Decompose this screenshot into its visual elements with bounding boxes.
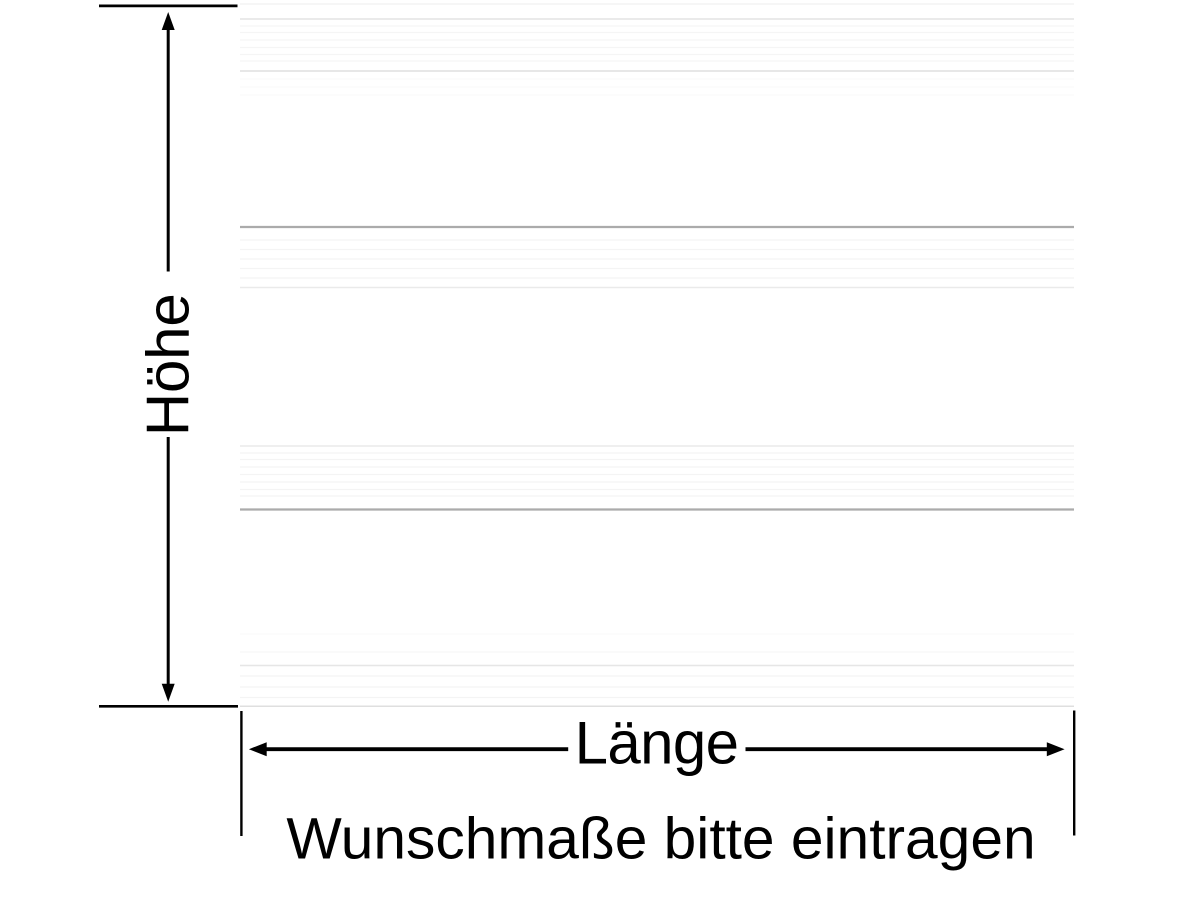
svg-text:Höhe: Höhe [135, 293, 202, 436]
svg-text:Länge: Länge [575, 710, 739, 777]
svg-text:Wunschmaße bitte eintragen: Wunschmaße bitte eintragen [286, 807, 1035, 872]
